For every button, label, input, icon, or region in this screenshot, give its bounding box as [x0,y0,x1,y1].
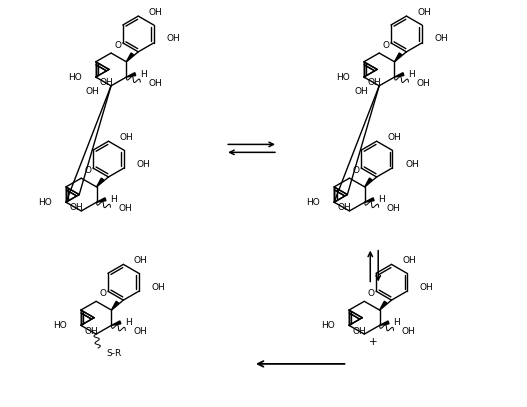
Text: OH: OH [435,35,448,44]
Text: OH: OH [84,327,98,336]
Text: OH: OH [99,79,113,88]
Polygon shape [96,198,106,202]
Text: O: O [353,166,359,175]
Text: OH: OH [337,204,352,212]
Text: OH: OH [353,327,366,336]
Text: OH: OH [387,133,401,142]
Text: OH: OH [416,79,430,88]
Polygon shape [365,178,372,187]
Polygon shape [126,73,136,77]
Text: OH: OH [405,160,419,168]
Text: H: H [378,195,385,204]
Text: OH: OH [119,133,133,142]
Polygon shape [379,321,389,325]
Text: OH: OH [70,204,83,212]
Text: O: O [382,41,389,50]
Text: OH: OH [137,160,151,168]
Text: OH: OH [367,79,381,88]
Text: OH: OH [386,204,401,213]
Polygon shape [395,53,402,62]
Text: OH: OH [152,283,165,292]
Text: HO: HO [336,72,350,81]
Text: OH: OH [417,8,431,17]
Text: H: H [408,70,415,79]
Text: +: + [369,337,378,347]
Polygon shape [111,321,121,325]
Text: O: O [99,289,106,298]
Text: O: O [367,289,374,298]
Text: HO: HO [38,198,52,207]
Polygon shape [126,53,133,62]
Text: S-R: S-R [106,350,121,359]
Polygon shape [365,198,374,202]
Text: H: H [140,70,147,79]
Text: OH: OH [119,204,132,213]
Polygon shape [111,301,119,310]
Text: OH: OH [86,87,100,96]
Text: OH: OH [149,8,163,17]
Text: HO: HO [307,198,320,207]
Text: HO: HO [53,321,67,330]
Text: HO: HO [321,321,335,330]
Text: OH: OH [167,35,180,44]
Text: OH: OH [420,283,434,292]
Text: O: O [84,166,91,175]
Polygon shape [379,301,387,310]
Polygon shape [96,178,104,187]
Text: OH: OH [134,256,148,265]
Text: OH: OH [402,256,416,265]
Text: OH: OH [133,327,147,336]
Text: HO: HO [68,72,82,81]
Text: OH: OH [148,79,162,88]
Text: H: H [125,318,132,327]
Text: H: H [111,195,117,204]
Text: H: H [394,318,401,327]
Text: O: O [114,41,121,50]
Text: OH: OH [354,87,368,96]
Text: OH: OH [402,327,415,336]
Polygon shape [395,73,404,77]
